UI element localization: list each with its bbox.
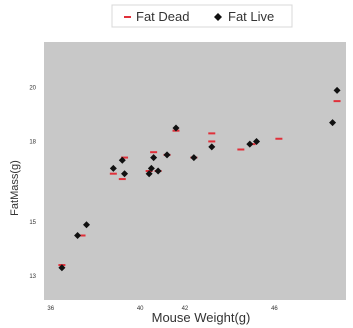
x-tick-label: 36 <box>47 306 54 312</box>
plot-area <box>44 42 346 300</box>
y-tick-label: 15 <box>29 220 36 226</box>
y-axis-title: FatMass(g) <box>9 160 21 216</box>
legend: Fat Dead Fat Live <box>112 5 292 27</box>
y-tick-label: 20 <box>29 86 36 92</box>
x-tick-label: 40 <box>137 306 144 312</box>
y-tick-label: 13 <box>29 274 36 280</box>
x-tick-label: 46 <box>271 306 278 312</box>
legend-label-fat-dead: Fat Dead <box>136 9 189 24</box>
legend-label-fat-live: Fat Live <box>228 9 274 24</box>
x-axis-title: Mouse Weight(g) <box>152 310 251 325</box>
y-tick-label: 18 <box>29 139 36 145</box>
